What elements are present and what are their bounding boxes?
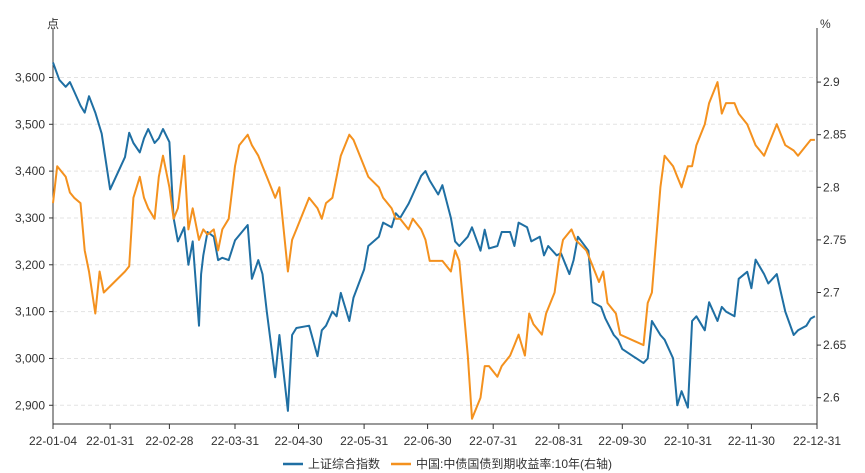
x-tick-label: 22-06-30 xyxy=(404,434,452,448)
left-tick-label: 3,500 xyxy=(15,117,45,131)
x-tick-label: 22-01-04 xyxy=(29,434,77,448)
x-axis-tick-labels: 22-01-04 22-01-31 22-02-28 22-03-31 22-04-30… xyxy=(29,434,841,448)
left-tick-label: 3,100 xyxy=(15,305,45,319)
right-tick-label: 2.85 xyxy=(823,128,847,142)
left-tick-label: 3,600 xyxy=(15,70,45,84)
x-tick-label: 22-01-31 xyxy=(86,434,134,448)
x-tick-label: 22-08-31 xyxy=(535,434,583,448)
right-tick-label: 2.7 xyxy=(823,285,840,299)
right-tick-label: 2.65 xyxy=(823,338,847,352)
x-tick-label: 22-07-31 xyxy=(469,434,517,448)
left-tick-label: 3,300 xyxy=(15,211,45,225)
legend: 上证综合指数 中国:中债国债到期收益率:10年(右轴) xyxy=(283,456,612,471)
series-line-left xyxy=(52,62,816,412)
right-tick-label: 2.75 xyxy=(823,233,847,247)
grid-lines xyxy=(53,76,817,406)
left-axis-tick-labels: 2,900 3,000 3,100 3,200 3,300 3,400 3,500 3,600 xyxy=(15,70,45,412)
right-axis-unit: % xyxy=(820,17,831,31)
right-axis-tick-labels: 2.6 2.65 2.7 2.75 2.8 2.85 2.9 xyxy=(823,75,847,405)
x-tick-label: 22-09-30 xyxy=(598,434,646,448)
legend-label-right-series: 中国:中债国债到期收益率:10年(右轴) xyxy=(416,456,612,471)
series-line-right xyxy=(52,81,815,420)
left-tick-label: 3,400 xyxy=(15,164,45,178)
left-tick-label: 3,000 xyxy=(15,351,45,365)
right-tick-label: 2.6 xyxy=(823,391,840,405)
x-tick-label: 22-02-28 xyxy=(145,434,193,448)
left-axis-unit: 点 xyxy=(47,17,59,31)
legend-label-left-series: 上证综合指数 xyxy=(308,456,380,471)
left-tick-label: 3,200 xyxy=(15,258,45,272)
left-tick-label: 2,900 xyxy=(15,398,45,412)
right-tick-label: 2.9 xyxy=(823,75,840,89)
x-tick-label: 22-10-31 xyxy=(664,434,712,448)
x-tick-label: 22-05-31 xyxy=(340,434,388,448)
x-tick-label: 22-04-30 xyxy=(274,434,322,448)
axes xyxy=(49,28,821,429)
x-tick-label: 22-03-31 xyxy=(211,434,259,448)
series-lines xyxy=(52,62,816,420)
x-tick-label: 22-11-30 xyxy=(728,434,775,448)
x-tick-label: 22-12-31 xyxy=(793,434,841,448)
right-tick-label: 2.8 xyxy=(823,180,840,194)
